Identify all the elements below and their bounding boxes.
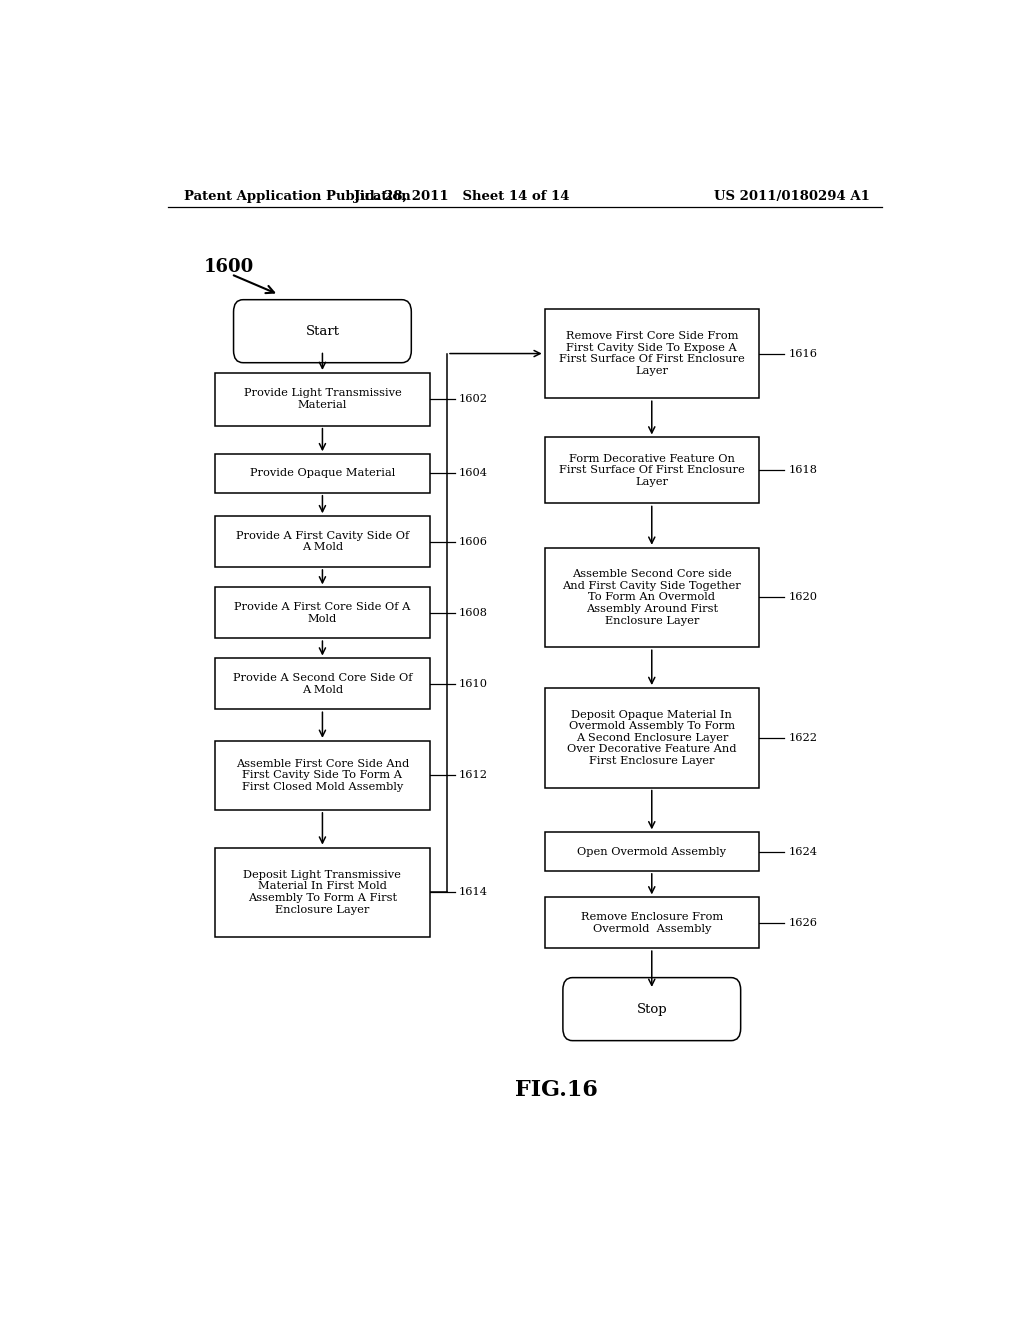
FancyBboxPatch shape bbox=[563, 978, 740, 1040]
Text: Start: Start bbox=[305, 325, 339, 338]
Text: 1622: 1622 bbox=[788, 733, 817, 743]
Text: Form Decorative Feature On
First Surface Of First Enclosure
Layer: Form Decorative Feature On First Surface… bbox=[559, 454, 744, 487]
Text: US 2011/0180294 A1: US 2011/0180294 A1 bbox=[714, 190, 870, 202]
Text: 1600: 1600 bbox=[204, 259, 254, 276]
Bar bbox=[215, 516, 430, 568]
Text: 1604: 1604 bbox=[459, 469, 487, 478]
Bar bbox=[215, 372, 430, 426]
Text: 1616: 1616 bbox=[788, 348, 817, 359]
Bar bbox=[545, 437, 759, 503]
Bar bbox=[545, 309, 759, 399]
Text: Assemble Second Core side
And First Cavity Side Together
To Form An Overmold
Ass: Assemble Second Core side And First Cavi… bbox=[562, 569, 741, 626]
Text: 1614: 1614 bbox=[459, 887, 487, 898]
Text: 1618: 1618 bbox=[788, 466, 817, 475]
Bar bbox=[215, 847, 430, 937]
Text: 1610: 1610 bbox=[459, 678, 487, 689]
Text: 1620: 1620 bbox=[788, 593, 817, 602]
Text: 1612: 1612 bbox=[459, 771, 487, 780]
Text: Patent Application Publication: Patent Application Publication bbox=[183, 190, 411, 202]
Bar bbox=[545, 898, 759, 948]
Text: FIG.16: FIG.16 bbox=[515, 1080, 598, 1101]
Bar bbox=[215, 659, 430, 709]
Text: Provide A First Core Side Of A
Mold: Provide A First Core Side Of A Mold bbox=[234, 602, 411, 623]
Bar bbox=[545, 688, 759, 788]
Bar bbox=[545, 548, 759, 647]
Text: 1608: 1608 bbox=[459, 607, 487, 618]
Text: 1602: 1602 bbox=[459, 395, 487, 404]
Text: Provide Opaque Material: Provide Opaque Material bbox=[250, 469, 395, 478]
Text: Assemble First Core Side And
First Cavity Side To Form A
First Closed Mold Assem: Assemble First Core Side And First Cavit… bbox=[236, 759, 409, 792]
Text: Open Overmold Assembly: Open Overmold Assembly bbox=[578, 846, 726, 857]
Bar bbox=[215, 587, 430, 638]
Text: Jul. 28, 2011   Sheet 14 of 14: Jul. 28, 2011 Sheet 14 of 14 bbox=[353, 190, 569, 202]
Bar bbox=[545, 833, 759, 871]
Text: Remove Enclosure From
Overmold  Assembly: Remove Enclosure From Overmold Assembly bbox=[581, 912, 723, 933]
Bar bbox=[215, 454, 430, 492]
Text: Provide A First Cavity Side Of
A Mold: Provide A First Cavity Side Of A Mold bbox=[236, 531, 409, 552]
Text: Deposit Opaque Material In
Overmold Assembly To Form
A Second Enclosure Layer
Ov: Deposit Opaque Material In Overmold Asse… bbox=[567, 710, 736, 766]
Text: 1606: 1606 bbox=[459, 537, 487, 546]
Text: 1626: 1626 bbox=[788, 917, 817, 928]
Text: Remove First Core Side From
First Cavity Side To Expose A
First Surface Of First: Remove First Core Side From First Cavity… bbox=[559, 331, 744, 376]
FancyBboxPatch shape bbox=[233, 300, 412, 363]
Text: 1624: 1624 bbox=[788, 846, 817, 857]
Text: Stop: Stop bbox=[637, 1003, 667, 1015]
Text: Provide A Second Core Side Of
A Mold: Provide A Second Core Side Of A Mold bbox=[232, 673, 413, 694]
Text: Provide Light Transmissive
Material: Provide Light Transmissive Material bbox=[244, 388, 401, 411]
Bar bbox=[215, 741, 430, 810]
Text: Deposit Light Transmissive
Material In First Mold
Assembly To Form A First
Enclo: Deposit Light Transmissive Material In F… bbox=[244, 870, 401, 915]
